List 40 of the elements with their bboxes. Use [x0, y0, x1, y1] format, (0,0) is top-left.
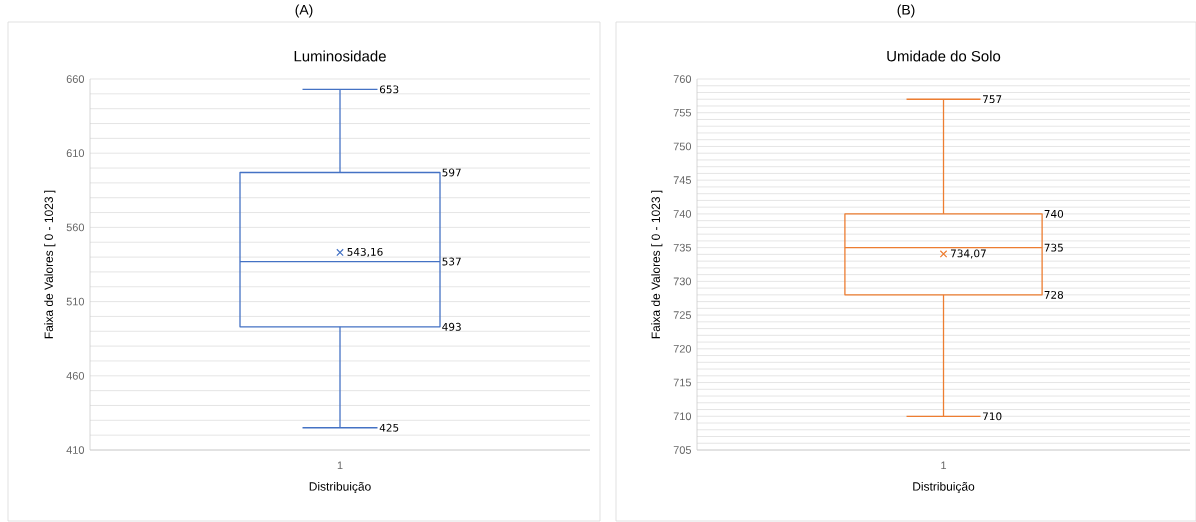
- y-tick-label: 745: [673, 176, 692, 185]
- annotation: 597: [442, 168, 461, 177]
- y-tick-label: 715: [673, 378, 692, 387]
- y-tick-label: 610: [66, 149, 85, 158]
- annotation: 493: [442, 322, 461, 331]
- y-axis-title: Faixa de Valores [ 0 - 1023 ]: [44, 190, 56, 339]
- x-tick-label: 1: [941, 461, 947, 470]
- annotation: 735: [1044, 243, 1063, 252]
- x-axis-title: Distribuição: [913, 481, 975, 494]
- annotation: 537: [442, 257, 461, 266]
- y-tick-label: 740: [673, 210, 692, 218]
- y-axis-title: Faixa de Valores [ 0 - 1023 ]: [651, 190, 663, 339]
- y-tick-label: 760: [673, 75, 692, 83]
- annotation: 734,07: [951, 249, 986, 259]
- y-tick-label: 710: [673, 412, 692, 421]
- y-tick-label: 725: [673, 311, 692, 319]
- x-tick-label: 1: [337, 461, 343, 470]
- y-tick-label: 720: [673, 344, 692, 353]
- annotation: 425: [379, 423, 399, 432]
- chart-title: Umidade do Solo: [887, 50, 1001, 62]
- y-tick-label: 735: [673, 243, 692, 252]
- y-tick-label: 755: [673, 108, 692, 117]
- annotation: 710: [983, 412, 1002, 421]
- text: (A): [295, 4, 313, 18]
- y-tick-label: 705: [673, 446, 692, 454]
- annotation: 728: [1044, 290, 1064, 299]
- annotation: 740: [1044, 209, 1064, 218]
- y-tick-label: 410: [66, 446, 85, 454]
- y-tick-label: 510: [66, 297, 85, 306]
- y-tick-label: 660: [66, 75, 85, 83]
- y-tick-label: 460: [66, 371, 85, 380]
- annotation: 757: [983, 95, 1002, 104]
- x-axis-title: Distribuição: [309, 481, 371, 494]
- y-tick-label: 730: [673, 277, 692, 286]
- annotation: 543,16: [347, 247, 383, 257]
- chart-title: Luminosidade: [294, 50, 386, 62]
- y-tick-label: 560: [66, 223, 85, 232]
- y-tick-label: 750: [673, 142, 692, 151]
- annotation: 653: [379, 85, 399, 94]
- text: (B): [897, 4, 915, 18]
